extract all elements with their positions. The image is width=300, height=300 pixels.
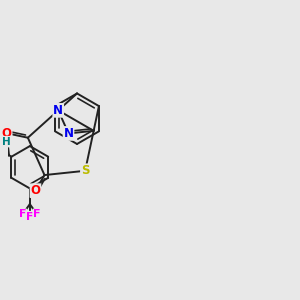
Text: F: F (33, 209, 41, 219)
Text: S: S (81, 164, 89, 177)
Text: H: H (2, 136, 11, 147)
Text: N: N (53, 104, 63, 117)
Text: O: O (31, 184, 40, 197)
Text: F: F (19, 209, 26, 219)
Text: O: O (2, 127, 12, 140)
Text: F: F (26, 212, 34, 222)
Text: N: N (64, 127, 74, 140)
